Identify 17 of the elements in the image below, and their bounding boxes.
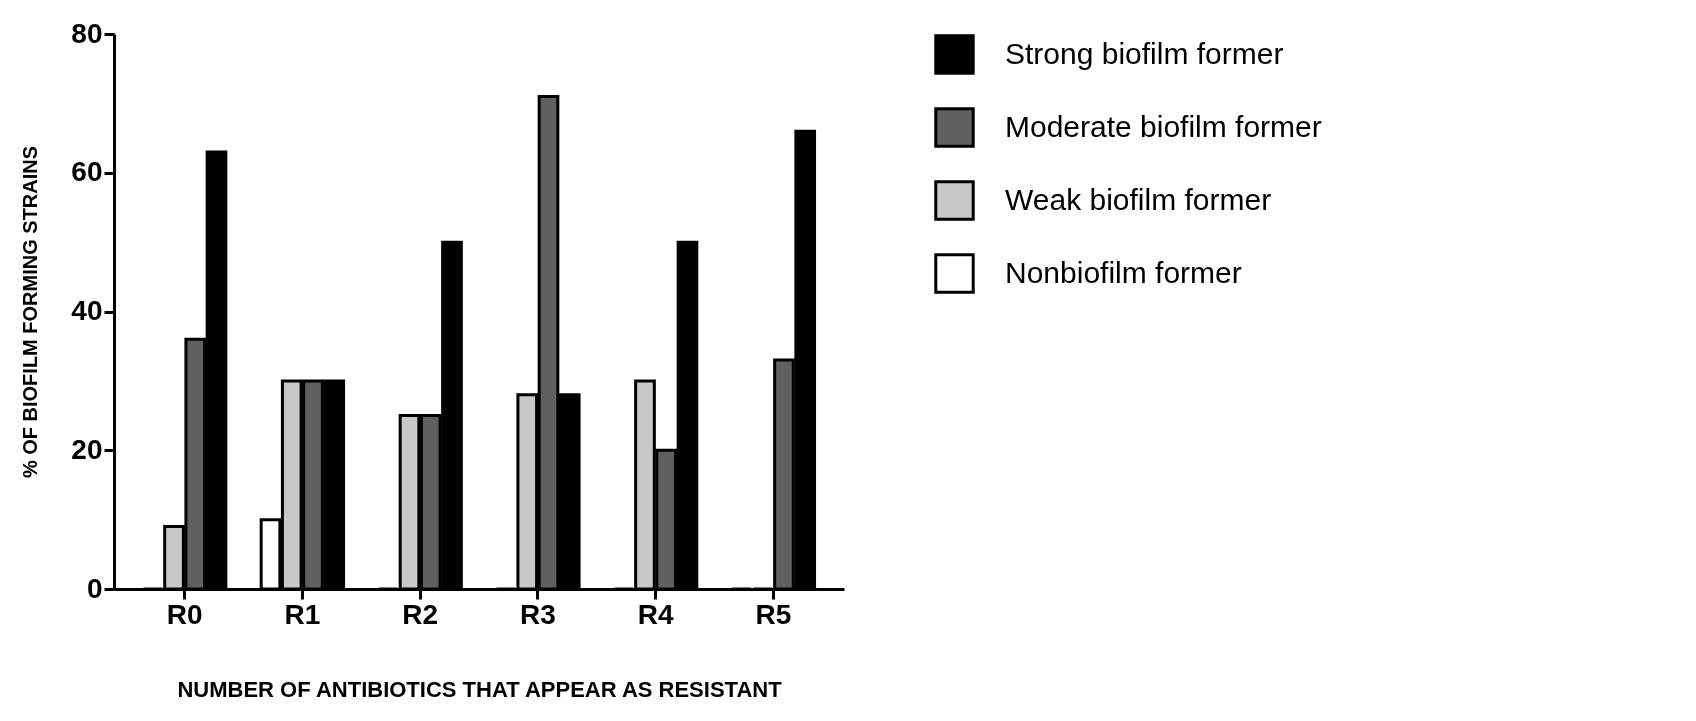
x-tick-label: R0: [166, 598, 203, 630]
y-tick-label: 0: [86, 572, 103, 604]
x-axis-title: NUMBER OF ANTIBIOTICS THAT APPEAR AS RESISTANT: [177, 676, 783, 702]
y-tick-label: 80: [71, 17, 103, 49]
legend-label: Strong biofilm former: [1005, 36, 1284, 70]
y-tick-label: 20: [71, 433, 103, 465]
y-tick-label: 40: [71, 295, 103, 326]
legend-label: Nonbiofilm former: [1005, 255, 1242, 289]
x-tick-label: R5: [755, 598, 792, 630]
legend-label: Moderate biofilm former: [1005, 109, 1322, 143]
y-axis-title: % OF BIOFILM FORMING STRAINS: [19, 145, 42, 479]
legend-label: Weak biofilm former: [1005, 182, 1272, 216]
x-tick-label: R3: [519, 598, 556, 630]
x-tick-label: R4: [637, 598, 674, 630]
y-tick-label: 60: [71, 156, 103, 188]
x-tick-label: R1: [284, 598, 321, 630]
x-tick-label: R2: [402, 598, 439, 630]
